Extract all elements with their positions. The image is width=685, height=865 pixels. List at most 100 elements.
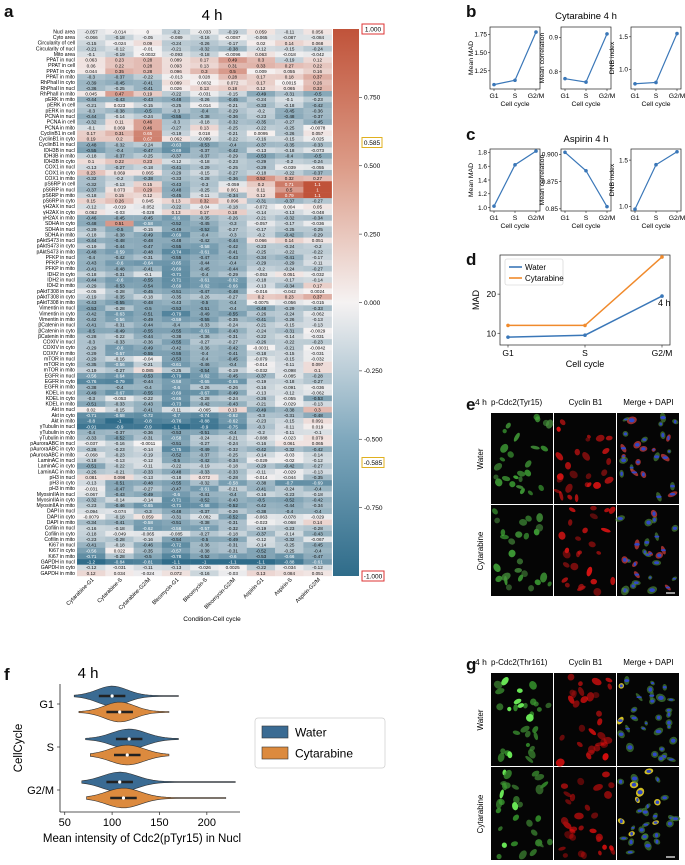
heatmap-cell-value: -0.11 — [284, 430, 295, 435]
cell-blob — [593, 482, 602, 489]
subplot-ylabel: DNB index — [609, 41, 616, 74]
violin-median — [110, 694, 114, 698]
heatmap-cell-value: -0.04 — [199, 204, 210, 209]
cell-blob — [516, 688, 523, 693]
x-tick-label: G2/M — [528, 215, 545, 222]
heatmap-cell — [105, 310, 134, 317]
heatmap-cell — [133, 192, 163, 199]
heatmap-cell-value: -0.69 — [312, 481, 323, 486]
heatmap-cell — [303, 372, 332, 379]
heatmap-cell — [133, 186, 163, 193]
cell-blob — [522, 702, 528, 709]
heatmap-cell — [77, 468, 106, 475]
cell-blob — [587, 434, 591, 439]
heatmap-cell-value: -0.055 — [283, 396, 296, 401]
heatmap-cell — [133, 51, 163, 58]
heatmap-cell — [303, 502, 332, 509]
heatmap-cell-value: -0.016 — [254, 289, 267, 294]
heatmap-cell-value: -0.23 — [256, 419, 267, 424]
heatmap-cell — [303, 260, 332, 267]
heatmap-cell — [246, 107, 276, 114]
heatmap-cell — [218, 372, 247, 379]
heatmap-cell — [77, 491, 106, 498]
heatmap-cell-value: -0.51 — [143, 311, 154, 316]
colorbar-mark-high-box — [361, 137, 383, 149]
heatmap-cell-value: 0.13 — [200, 125, 209, 130]
heatmap-cell — [218, 480, 247, 486]
heatmap-cell — [246, 220, 276, 227]
heatmap-row-label: pAuroraABC in mito — [30, 452, 75, 458]
heatmap-cell — [105, 113, 134, 120]
heatmap-cell-value: -0.35 — [143, 548, 154, 553]
heatmap-cell-value: -0.27 — [199, 340, 210, 345]
heatmap-cell-value: -0.42 — [86, 317, 97, 322]
heatmap-cell-value: -0.13 — [312, 317, 323, 322]
heatmap-cell — [246, 215, 276, 221]
subplot-frame — [489, 148, 541, 212]
heatmap-cell — [77, 57, 106, 64]
heatmap-cell — [190, 203, 219, 210]
heatmap-cell — [190, 260, 219, 267]
heatmap-cell — [161, 136, 191, 142]
heatmap-cell-value: -0.35 — [284, 142, 295, 147]
heatmap-cell-value: -0.14 — [312, 278, 323, 283]
nucleus — [634, 442, 640, 447]
heatmap-cell-value: 0.091 — [312, 419, 324, 424]
heatmap-cell-value: -0.53 — [199, 142, 210, 147]
heatmap-cell — [303, 243, 332, 250]
heatmap-cell-value: -0.25 — [284, 227, 295, 232]
heatmap-cell — [246, 164, 276, 171]
heatmap-cell — [275, 423, 304, 430]
heatmap-cell — [246, 299, 276, 306]
heatmap-cell-value: -0.41 — [256, 317, 267, 322]
heatmap-cell — [161, 271, 191, 278]
heatmap-cell-value: 0.23 — [115, 58, 124, 63]
heatmap-cell-value: -0.13 — [284, 210, 295, 215]
heatmap-cell-value: 0.081 — [85, 475, 97, 480]
heatmap-cell-value: -0.71 — [86, 554, 97, 559]
heatmap-cell-value: -0.9 — [144, 424, 152, 429]
heatmap-cell-value: -0.34 — [227, 193, 238, 198]
heatmap-cell — [303, 209, 332, 216]
heatmap-cell — [303, 91, 332, 97]
heatmap-cell-value: -0.52 — [114, 436, 125, 441]
heatmap-cell-value: 0.02 — [256, 41, 265, 46]
heatmap-cell-value: 0.19 — [143, 92, 152, 97]
cell-blob — [510, 841, 518, 847]
cell-blob — [526, 714, 534, 722]
heatmap-cell — [161, 339, 191, 345]
heatmap-cell-value: -0.22 — [256, 125, 267, 130]
heatmap-cell-value: -0.18 — [114, 514, 125, 519]
heatmap-cell-value: -0.033 — [198, 30, 211, 35]
nucleus — [667, 712, 671, 717]
heatmap-cell-value: -0.55 — [171, 351, 182, 356]
heatmap-cell-value: -0.6 — [115, 278, 123, 283]
nucleus — [631, 716, 637, 720]
cell-blob — [527, 490, 533, 496]
heatmap-cell — [190, 243, 219, 250]
heatmap-cell-value: 0.09 — [143, 41, 152, 46]
heatmap-cell-value: -0.087 — [283, 35, 296, 40]
heatmap-cell-value: -0.4 — [285, 154, 293, 159]
violin-median — [121, 796, 126, 800]
heatmap-cell — [133, 130, 163, 137]
violin-title: 4 h — [78, 665, 99, 682]
heatmap-cell — [105, 79, 134, 86]
heatmap-cell — [161, 232, 191, 238]
heatmap-cell-value: -0.19 — [114, 52, 125, 57]
heatmap-cell-value: -0.32 — [114, 142, 125, 147]
heatmap-cell-value: -0.25 — [256, 249, 267, 254]
heatmap-cell — [105, 305, 134, 312]
heatmap-cell-value: -0.49 — [86, 390, 97, 395]
heatmap-cell — [190, 519, 219, 526]
cell-blob — [587, 745, 596, 754]
cell-blob — [600, 738, 607, 747]
heatmap-cell — [246, 559, 276, 565]
heatmap-cell — [218, 361, 247, 368]
heatmap-cell-value: 0.072 — [199, 475, 211, 480]
heatmap-cell-value: -0.16 — [143, 537, 154, 542]
heatmap-cell-value: 0.055 — [284, 69, 296, 74]
subplot-xlabel: Cell cycle — [500, 223, 529, 230]
heatmap-cell-value: -0.42 — [284, 233, 295, 238]
heatmap-cell-value: -0.53 — [256, 554, 267, 559]
